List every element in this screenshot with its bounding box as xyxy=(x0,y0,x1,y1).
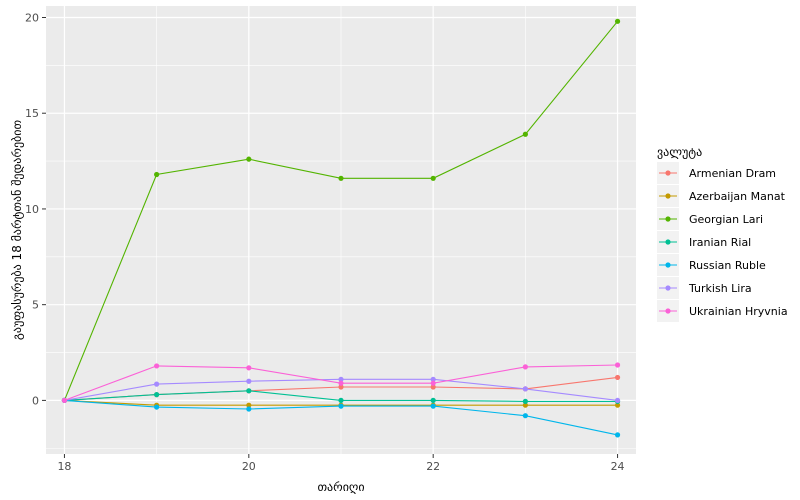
data-point-turkish-lira xyxy=(614,397,621,403)
data-point-russian-ruble xyxy=(430,403,436,409)
x-axis-title: თარიღი xyxy=(317,480,364,494)
legend-item-azerbaijan-manat: Azerbaijan Manat xyxy=(657,185,786,207)
data-point-armenian-dram xyxy=(338,384,344,390)
y-tick-label: 10 xyxy=(25,203,39,216)
data-point-iranian-rial xyxy=(154,392,160,398)
y-tick-label: 5 xyxy=(32,299,39,312)
data-point-turkish-lira xyxy=(430,376,436,382)
legend-key-point xyxy=(665,239,671,245)
legend-label: Georgian Lari xyxy=(689,213,763,226)
data-point-ukrainian-hryvnia xyxy=(246,365,252,371)
data-point-russian-ruble xyxy=(154,404,160,410)
data-point-georgian-lari xyxy=(154,171,160,178)
data-point-georgian-lari xyxy=(522,131,528,137)
data-point-russian-ruble xyxy=(614,432,621,438)
legend-item-russian-ruble: Russian Ruble xyxy=(657,254,766,276)
legend-key-point xyxy=(665,193,671,199)
x-tick-label: 22 xyxy=(426,460,440,473)
data-point-georgian-lari xyxy=(430,175,436,181)
series-ukrainian-hryvnia xyxy=(61,362,621,403)
data-point-turkish-lira xyxy=(338,376,344,382)
legend-item-iranian-rial: Iranian Rial xyxy=(657,231,751,253)
legend-key-point xyxy=(665,262,671,268)
x-tick-label: 24 xyxy=(611,460,625,473)
x-axis-ticks: 18 20 22 24 xyxy=(57,454,625,473)
data-point-ukrainian-hryvnia xyxy=(338,380,344,386)
data-point-iranian-rial xyxy=(430,397,436,403)
series-turkish-lira xyxy=(61,376,621,403)
data-point-ukrainian-hryvnia xyxy=(522,364,528,370)
data-point-ukrainian-hryvnia xyxy=(61,397,68,403)
y-tick-label: 20 xyxy=(25,11,39,24)
data-point-ukrainian-hryvnia xyxy=(614,362,621,368)
legend-label: Armenian Dram xyxy=(689,167,776,180)
data-point-turkish-lira xyxy=(154,381,160,387)
data-point-ukrainian-hryvnia xyxy=(430,380,436,386)
legend-label: Ukrainian Hryvnia xyxy=(689,305,788,318)
legend-key-point xyxy=(665,308,671,314)
data-point-azerbaijan-manat xyxy=(614,402,621,408)
data-point-ukrainian-hryvnia xyxy=(154,363,160,369)
data-point-iranian-rial xyxy=(338,397,344,403)
legend-key-point xyxy=(665,216,671,222)
legend-label: Russian Ruble xyxy=(689,259,766,272)
x-tick-label: 18 xyxy=(57,460,71,473)
data-point-turkish-lira xyxy=(246,378,252,384)
legend-key-point xyxy=(665,285,671,291)
data-point-armenian-dram xyxy=(430,384,436,390)
legend: ვალუტა Armenian Dram Azerbaijan Manat Geor… xyxy=(657,145,788,322)
data-point-azerbaijan-manat xyxy=(522,402,528,408)
legend-label: Azerbaijan Manat xyxy=(689,190,786,203)
minor-gridlines xyxy=(46,6,636,454)
legend-item-turkish-lira: Turkish Lira xyxy=(657,277,752,299)
y-tick-label: 0 xyxy=(32,394,39,407)
data-point-georgian-lari xyxy=(614,18,621,24)
legend-item-georgian-lari: Georgian Lari xyxy=(657,208,763,230)
y-axis-ticks: 0 5 10 15 20 xyxy=(25,11,46,407)
data-point-azerbaijan-manat xyxy=(246,402,252,408)
legend-title: ვალუტა xyxy=(657,145,702,159)
data-point-russian-ruble xyxy=(338,403,344,409)
data-point-russian-ruble xyxy=(246,406,252,412)
data-point-iranian-rial xyxy=(246,388,252,394)
legend-key-point xyxy=(665,170,671,176)
x-tick-label: 20 xyxy=(242,460,256,473)
legend-item-armenian-dram: Armenian Dram xyxy=(657,162,776,184)
data-point-turkish-lira xyxy=(522,386,528,392)
data-point-armenian-dram xyxy=(614,374,621,381)
y-axis-title: გაუფასურება 18 მარტთან შედარებით xyxy=(10,120,24,341)
legend-label: Turkish Lira xyxy=(688,282,752,295)
data-point-georgian-lari xyxy=(338,175,344,181)
y-tick-label: 15 xyxy=(25,107,39,120)
data-point-russian-ruble xyxy=(522,413,528,419)
series-layer xyxy=(61,18,621,438)
data-point-georgian-lari xyxy=(246,156,252,162)
legend-label: Iranian Rial xyxy=(689,236,751,249)
legend-item-ukrainian-hryvnia: Ukrainian Hryvnia xyxy=(657,300,788,322)
data-point-iranian-rial xyxy=(522,398,528,404)
